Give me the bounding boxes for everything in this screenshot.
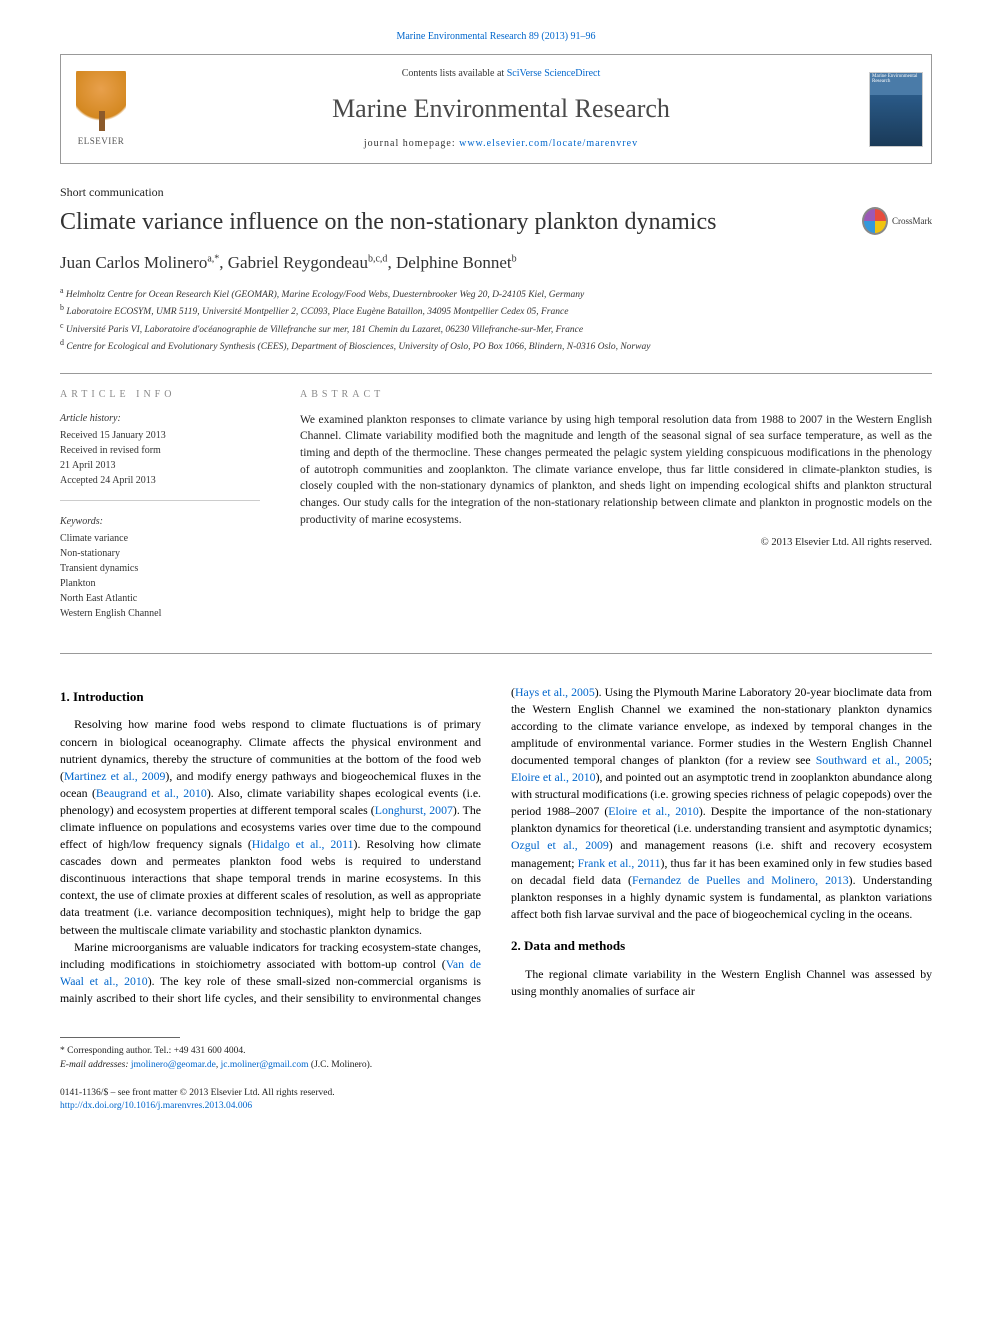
- article-history-block: Article history: Received 15 January 201…: [60, 412, 260, 501]
- history-line-1: Received 15 January 2013: [60, 428, 260, 443]
- title-row: Climate variance influence on the non-st…: [60, 207, 932, 237]
- cite-southward[interactable]: Southward et al., 2005: [816, 753, 929, 767]
- article-title: Climate variance influence on the non-st…: [60, 207, 862, 237]
- email-suffix: (J.C. Molinero).: [309, 1060, 373, 1070]
- author-3-marks: b: [512, 254, 517, 265]
- publisher-logo: ELSEVIER: [61, 55, 141, 163]
- keyword-3: Transient dynamics: [60, 561, 260, 576]
- footnote-separator: [60, 1037, 180, 1038]
- affiliation-d: d Centre for Ecological and Evolutionary…: [60, 337, 932, 354]
- article-info: ARTICLE INFO Article history: Received 1…: [60, 388, 260, 635]
- author-1-marks: a,*: [207, 254, 219, 265]
- cite-fernandez[interactable]: Fernandez de Puelles and Molinero, 2013: [632, 873, 849, 887]
- cover-thumbnail: Marine Environmental Research: [869, 72, 923, 147]
- cite-eloire1[interactable]: Eloire et al., 2010: [511, 770, 596, 784]
- publisher-name: ELSEVIER: [78, 135, 125, 148]
- history-line-2: Received in revised form: [60, 443, 260, 458]
- p2-d: ;: [929, 753, 932, 767]
- body-columns: 1. Introduction Resolving how marine foo…: [60, 684, 932, 1007]
- section-1-heading: 1. Introduction: [60, 688, 481, 707]
- email-1[interactable]: jmolinero@geomar.de: [131, 1060, 216, 1070]
- cite-longhurst[interactable]: Longhurst, 2007: [375, 803, 453, 817]
- section-1-para-1: Resolving how marine food webs respond t…: [60, 716, 481, 938]
- history-line-4: Accepted 24 April 2013: [60, 473, 260, 488]
- history-label: Article history:: [60, 412, 260, 426]
- cite-hidalgo[interactable]: Hidalgo et al., 2011: [252, 837, 354, 851]
- article-type: Short communication: [60, 184, 932, 201]
- author-3: Delphine Bonnet: [396, 253, 512, 272]
- author-2: Gabriel Reygondeau: [228, 253, 368, 272]
- doi-link[interactable]: http://dx.doi.org/10.1016/j.marenvres.20…: [60, 1101, 252, 1111]
- cite-eloire2[interactable]: Eloire et al., 2010: [608, 804, 699, 818]
- cite-frank[interactable]: Frank et al., 2011: [578, 856, 661, 870]
- cite-ozgul[interactable]: Ozgul et al., 2009: [511, 838, 609, 852]
- corr-tel: +49 431 600 4004.: [174, 1046, 246, 1056]
- elsevier-tree-icon: [76, 71, 126, 131]
- journal-name: Marine Environmental Research: [151, 91, 851, 127]
- keyword-5: North East Atlantic: [60, 591, 260, 606]
- affiliations: a Helmholtz Centre for Ocean Research Ki…: [60, 285, 932, 355]
- affiliation-b: b Laboratoire ECOSYM, UMR 5119, Universi…: [60, 302, 932, 319]
- history-line-3: 21 April 2013: [60, 458, 260, 473]
- p2-a: Marine microorganisms are valuable indic…: [60, 940, 481, 971]
- copyright-line: © 2013 Elsevier Ltd. All rights reserved…: [300, 536, 932, 551]
- contents-prefix: Contents lists available at: [402, 68, 507, 79]
- keyword-4: Plankton: [60, 576, 260, 591]
- sciencedirect-link[interactable]: SciVerse ScienceDirect: [507, 68, 601, 79]
- cover-caption: Marine Environmental Research: [872, 74, 920, 84]
- bottom-bar: 0141-1136/$ – see front matter © 2013 El…: [60, 1087, 932, 1114]
- keyword-2: Non-stationary: [60, 546, 260, 561]
- authors-line: Juan Carlos Molineroa,*, Gabriel Reygond…: [60, 251, 932, 275]
- section-2-para-1: The regional climate variability in the …: [511, 966, 932, 1000]
- cite-hays[interactable]: Hays et al., 2005: [515, 685, 595, 699]
- footnotes: * Corresponding author. Tel.: +49 431 60…: [60, 1044, 932, 1073]
- crossmark-widget[interactable]: CrossMark: [862, 207, 932, 235]
- corresponding-author: * Corresponding author. Tel.: +49 431 60…: [60, 1044, 932, 1058]
- header-center: Contents lists available at SciVerse Sci…: [141, 55, 861, 163]
- affiliation-c: c Université Paris VI, Laboratoire d'océ…: [60, 320, 932, 337]
- info-abstract-row: ARTICLE INFO Article history: Received 1…: [60, 373, 932, 654]
- keywords-block: Keywords: Climate variance Non-stationar…: [60, 515, 260, 621]
- aff-text-a: Helmholtz Centre for Ocean Research Kiel…: [66, 290, 584, 300]
- section-2-heading: 2. Data and methods: [511, 937, 932, 956]
- cite-beaugrand[interactable]: Beaugrand et al., 2010: [96, 786, 207, 800]
- contents-available-line: Contents lists available at SciVerse Sci…: [151, 67, 851, 81]
- article-info-label: ARTICLE INFO: [60, 388, 260, 402]
- cite-martinez[interactable]: Martinez et al., 2009: [64, 769, 165, 783]
- abstract-label: ABSTRACT: [300, 388, 932, 402]
- page: Marine Environmental Research 89 (2013) …: [0, 0, 992, 1153]
- keywords-label: Keywords:: [60, 515, 260, 529]
- keyword-6: Western English Channel: [60, 606, 260, 621]
- homepage-line: journal homepage: www.elsevier.com/locat…: [151, 137, 851, 151]
- aff-text-c: Université Paris VI, Laboratoire d'océan…: [66, 325, 583, 335]
- keyword-1: Climate variance: [60, 531, 260, 546]
- journal-cover: Marine Environmental Research: [861, 55, 931, 163]
- affiliation-a: a Helmholtz Centre for Ocean Research Ki…: [60, 285, 932, 302]
- aff-text-d: Centre for Ecological and Evolutionary S…: [66, 342, 650, 352]
- author-1: Juan Carlos Molinero: [60, 253, 207, 272]
- issn-line: 0141-1136/$ – see front matter © 2013 El…: [60, 1087, 932, 1100]
- email-2[interactable]: jc.moliner@gmail.com: [221, 1060, 309, 1070]
- aff-text-b: Laboratoire ECOSYM, UMR 5119, Université…: [66, 308, 568, 318]
- aff-mark-c: c: [60, 321, 64, 330]
- homepage-prefix: journal homepage:: [364, 138, 459, 149]
- crossmark-label: CrossMark: [892, 215, 932, 228]
- header-box: ELSEVIER Contents lists available at Sci…: [60, 54, 932, 164]
- aff-mark-d: d: [60, 338, 64, 347]
- email-label: E-mail addresses:: [60, 1060, 131, 1070]
- crossmark-icon: [862, 207, 888, 235]
- abstract: ABSTRACT We examined plankton responses …: [300, 388, 932, 635]
- aff-mark-b: b: [60, 303, 64, 312]
- homepage-link[interactable]: www.elsevier.com/locate/marenvrev: [459, 138, 638, 149]
- corr-label: * Corresponding author. Tel.:: [60, 1046, 174, 1056]
- email-line: E-mail addresses: jmolinero@geomar.de, j…: [60, 1058, 932, 1072]
- abstract-text: We examined plankton responses to climat…: [300, 412, 932, 529]
- top-citation: Marine Environmental Research 89 (2013) …: [60, 30, 932, 44]
- aff-mark-a: a: [60, 286, 64, 295]
- p1-e: ). Resolving how climate cascades down a…: [60, 837, 481, 936]
- author-2-marks: b,c,d: [368, 254, 387, 265]
